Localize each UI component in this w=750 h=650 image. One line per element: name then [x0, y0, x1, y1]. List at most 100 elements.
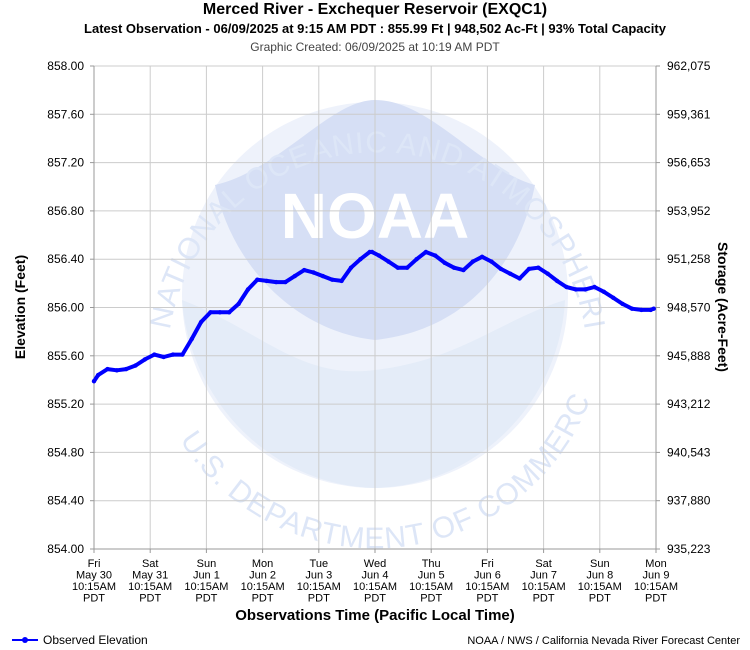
y-right-tick-label: 945,888	[667, 349, 711, 363]
data-point	[620, 301, 625, 307]
data-point	[170, 352, 176, 357]
x-tick-label: Sat Jun 7 10:15AM PDT	[522, 558, 566, 605]
data-point	[161, 354, 166, 360]
data-point	[536, 265, 541, 270]
legend-label: Observed Elevation	[43, 633, 148, 647]
data-point	[330, 277, 335, 282]
data-point	[217, 310, 223, 315]
data-point	[255, 277, 260, 282]
y-axis-right-ticks: 962,075 959,361 956,653 953,952 951,258 948,5…	[656, 59, 711, 556]
y-tick-label: 856.80	[47, 204, 84, 218]
data-point	[114, 368, 120, 373]
data-point	[461, 267, 466, 273]
y-right-tick-label: 953,952	[667, 204, 711, 218]
data-point	[124, 366, 129, 372]
y-tick-label: 854.40	[47, 494, 84, 508]
chart-legend: Observed Elevation	[12, 633, 148, 647]
y-axis-left-ticks: 858.00 857.60 857.20 856.80 856.40 856.00 855.…	[47, 59, 94, 556]
data-point	[611, 295, 616, 300]
y-right-tick-label: 951,258	[667, 252, 711, 266]
x-tick-label: Fri May 30 10:15AM PDT	[72, 558, 116, 605]
chart-title: Merced River - Exchequer Reservoir (EXQC…	[202, 1, 548, 18]
y-right-tick-label: 959,361	[667, 107, 711, 121]
data-point	[545, 271, 550, 276]
x-tick-label: Sun Jun 8 10:15AM PDT	[578, 558, 622, 605]
y-tick-label: 856.00	[47, 301, 84, 315]
y-tick-label: 858.00	[47, 59, 84, 73]
data-point	[208, 310, 213, 315]
y-right-tick-label: 956,653	[667, 156, 711, 170]
data-point	[564, 284, 569, 290]
data-point	[433, 253, 438, 258]
data-point	[489, 259, 494, 264]
data-point	[339, 278, 344, 284]
y-right-tick-label: 943,212	[667, 397, 711, 411]
data-point	[91, 379, 97, 384]
latest-observation-subtitle: Latest Observation - 06/09/2025 at 9:15 …	[84, 21, 666, 36]
source-credit: NOAA / NWS / California Nevada River For…	[467, 635, 740, 647]
data-point	[142, 357, 148, 362]
data-point	[451, 265, 457, 270]
x-tick-label: Sun Jun 1 10:15AM PDT	[184, 558, 228, 605]
data-point	[283, 279, 288, 285]
data-point	[152, 352, 157, 357]
data-point	[592, 284, 597, 290]
series-observed-elevation	[91, 249, 656, 384]
graphic-created-text: Graphic Created: 06/09/2025 at 10:19 AM …	[250, 40, 500, 54]
y-right-tick-label: 940,543	[667, 445, 711, 459]
data-point	[264, 278, 269, 284]
data-point	[369, 249, 375, 255]
y-right-tick-label: 948,570	[667, 301, 711, 315]
x-tick-label: Fri Jun 6 10:15AM PDT	[465, 558, 509, 605]
data-point	[508, 271, 513, 276]
data-point	[601, 289, 607, 294]
data-point	[180, 352, 185, 357]
x-tick-label: Mon Jun 9 10:15AM PDT	[634, 558, 678, 605]
y-right-tick-label: 962,075	[667, 59, 711, 73]
data-point	[245, 287, 251, 292]
y-right-tick-label: 937,880	[667, 494, 711, 508]
y-tick-label: 854.80	[47, 445, 84, 459]
y-tick-label: 855.60	[47, 349, 84, 363]
data-point	[395, 265, 400, 270]
x-tick-label: Sat May 31 10:15AM PDT	[128, 558, 172, 605]
y-axis-right-label: Storage (Acre-Feet)	[715, 242, 731, 372]
y-axis-label: Elevation (Feet)	[12, 255, 28, 359]
legend-line-marker-icon	[12, 637, 38, 643]
x-tick-label: Tue Jun 3 10:15AM PDT	[297, 558, 341, 605]
data-point	[498, 266, 504, 272]
data-point	[311, 270, 316, 275]
x-axis-ticks: Fri May 30 10:15AM PDT Sat May 31 10:15AM PDT Su…	[72, 549, 678, 605]
data-point	[554, 278, 560, 284]
data-point	[517, 276, 522, 281]
data-point	[639, 307, 644, 313]
y-tick-label: 854.00	[47, 542, 84, 556]
data-point	[442, 260, 447, 265]
data-point	[348, 265, 354, 270]
data-point	[583, 287, 588, 292]
data-point	[320, 273, 326, 279]
data-point	[423, 249, 429, 255]
data-point	[414, 257, 419, 262]
data-point	[405, 265, 410, 270]
chart-grid	[93, 65, 657, 550]
data-point	[358, 257, 363, 262]
data-point	[236, 301, 241, 307]
data-point	[651, 306, 656, 311]
y-tick-label: 856.40	[47, 252, 84, 266]
data-point	[470, 259, 475, 264]
data-point	[292, 273, 297, 279]
y-tick-label: 857.20	[47, 156, 84, 170]
x-tick-label: Wed Jun 4 10:15AM PDT	[353, 558, 397, 605]
watermark-wave-shape	[182, 300, 565, 488]
data-point	[376, 253, 382, 258]
data-point	[302, 267, 307, 273]
data-point	[227, 310, 232, 315]
data-point	[105, 366, 110, 372]
data-point	[479, 254, 485, 259]
x-tick-label: Thu Jun 5 10:15AM PDT	[409, 558, 453, 605]
data-point	[198, 319, 204, 325]
data-point	[629, 306, 635, 311]
y-tick-label: 857.60	[47, 107, 84, 121]
